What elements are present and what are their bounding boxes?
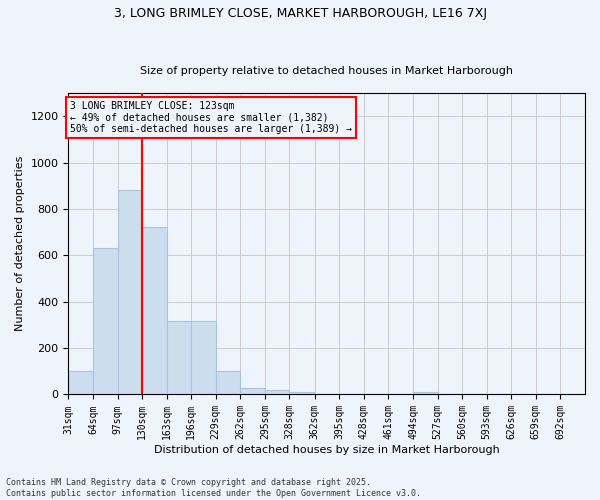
Text: 3, LONG BRIMLEY CLOSE, MARKET HARBOROUGH, LE16 7XJ: 3, LONG BRIMLEY CLOSE, MARKET HARBOROUGH… [113,8,487,20]
Bar [142,228,167,394]
X-axis label: Distribution of detached houses by size in Market Harborough: Distribution of detached houses by size … [154,445,500,455]
Bar [216,372,241,394]
Bar [167,322,191,394]
Text: 3 LONG BRIMLEY CLOSE: 123sqm
← 49% of detached houses are smaller (1,382)
50% of: 3 LONG BRIMLEY CLOSE: 123sqm ← 49% of de… [70,101,352,134]
Bar [68,372,93,394]
Bar [118,190,142,394]
Bar [191,322,216,394]
Bar [413,392,437,394]
Bar [241,388,265,394]
Text: Contains HM Land Registry data © Crown copyright and database right 2025.
Contai: Contains HM Land Registry data © Crown c… [6,478,421,498]
Bar [265,390,289,394]
Title: Size of property relative to detached houses in Market Harborough: Size of property relative to detached ho… [140,66,513,76]
Bar [289,392,314,394]
Bar [93,248,118,394]
Y-axis label: Number of detached properties: Number of detached properties [15,156,25,332]
